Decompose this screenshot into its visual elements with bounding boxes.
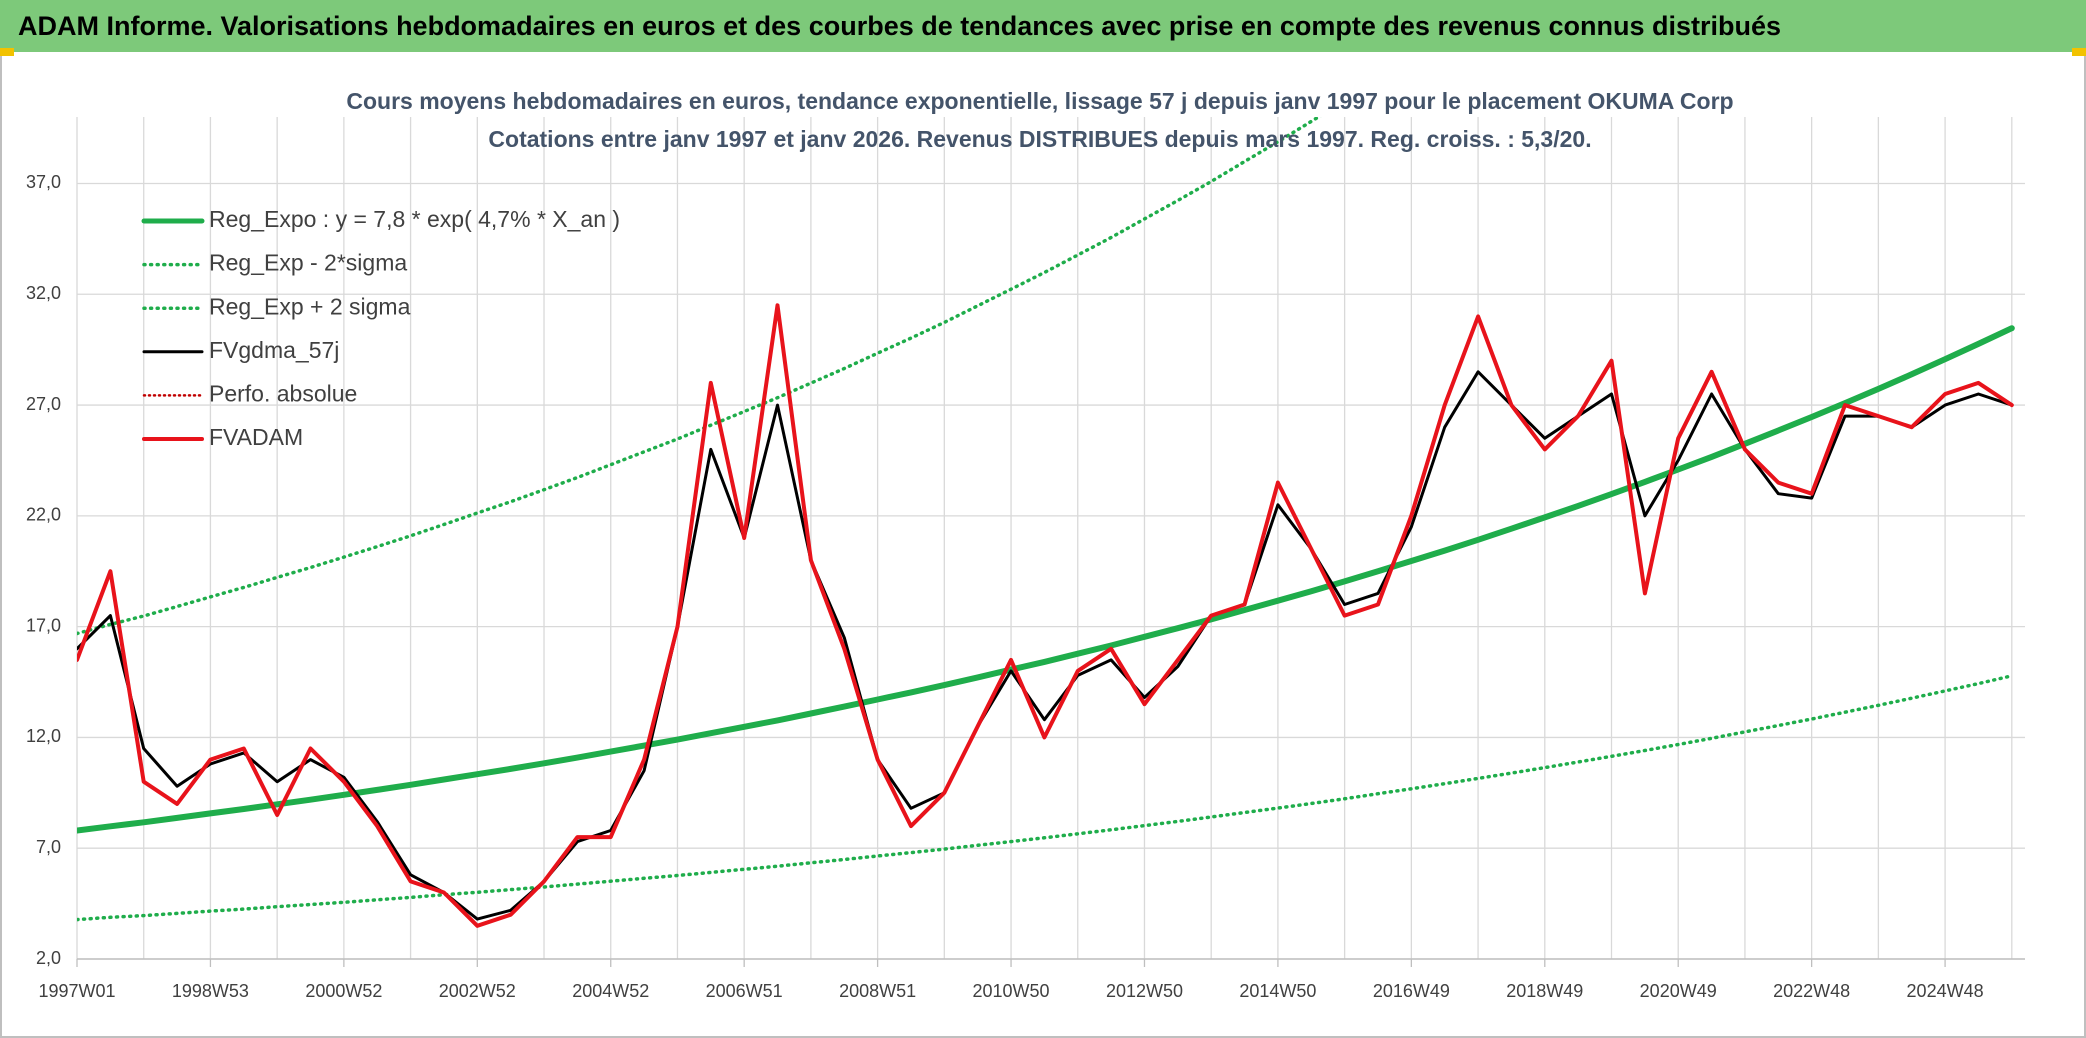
legend: Reg_Expo : y = 7,8 * exp( 4,7% * X_an ) R…	[141, 206, 620, 450]
x-tick-label: 2022W48	[1773, 981, 1850, 1001]
y-tick-label: 32,0	[26, 283, 61, 303]
chart-title: Cours moyens hebdomadaires en euros, ten…	[346, 88, 1733, 114]
x-tick-label: 1997W01	[38, 981, 115, 1001]
x-tick-label: 2024W48	[1907, 981, 1984, 1001]
y-tick-label: 2,0	[36, 948, 61, 968]
legend-label: Reg_Expo : y = 7,8 * exp( 4,7% * X_an )	[209, 206, 620, 232]
x-tick-label: 2006W51	[706, 981, 783, 1001]
series-line	[77, 370, 2014, 921]
x-tick-label: 2020W49	[1640, 981, 1717, 1001]
y-tick-label: 37,0	[26, 172, 61, 192]
legend-label: FVgdma_57j	[209, 337, 339, 363]
grid	[76, 117, 2025, 967]
labels: 2,0 7,0 12,0 17,0 22,0 27,0 32,0 37,0 1997W01 199…	[26, 172, 1984, 1001]
y-tick-label: 17,0	[26, 615, 61, 635]
series-line	[77, 325, 2015, 834]
chart-subtitle: Cotations entre janv 1997 et janv 2026. …	[488, 126, 1591, 152]
x-tick-label: 2004W52	[572, 981, 649, 1001]
x-tick-label: 2014W50	[1239, 981, 1316, 1001]
y-tick-label: 22,0	[26, 505, 61, 525]
x-tick-label: 1998W53	[172, 981, 249, 1001]
corner-mark	[2072, 48, 2086, 56]
x-tick-label: 2016W49	[1373, 981, 1450, 1001]
legend-label: Reg_Exp - 2*sigma	[209, 250, 407, 276]
corner-mark	[0, 48, 14, 56]
y-tick-label: 27,0	[26, 394, 61, 414]
plot-lines	[77, 117, 2015, 928]
x-tick-label: 2012W50	[1106, 981, 1183, 1001]
series-line	[77, 303, 2014, 928]
x-tick-label: 2008W51	[839, 981, 916, 1001]
x-tick-label: 2002W52	[439, 981, 516, 1001]
x-tick-label: 2018W49	[1506, 981, 1583, 1001]
series-line	[77, 674, 2014, 922]
x-tick-label: 2010W50	[973, 981, 1050, 1001]
header-bar	[0, 0, 2086, 52]
x-tick-label: 2000W52	[305, 981, 382, 1001]
legend-label: Reg_Exp + 2 sigma	[209, 293, 411, 319]
legend-label: Perfo. absolue	[209, 380, 357, 406]
series-line	[77, 117, 1322, 636]
y-tick-label: 7,0	[36, 837, 61, 857]
y-tick-label: 12,0	[26, 726, 61, 746]
header-title: ADAM Informe. Valorisations hebdomadaire…	[18, 11, 1781, 41]
legend-label: FVADAM	[209, 424, 303, 450]
